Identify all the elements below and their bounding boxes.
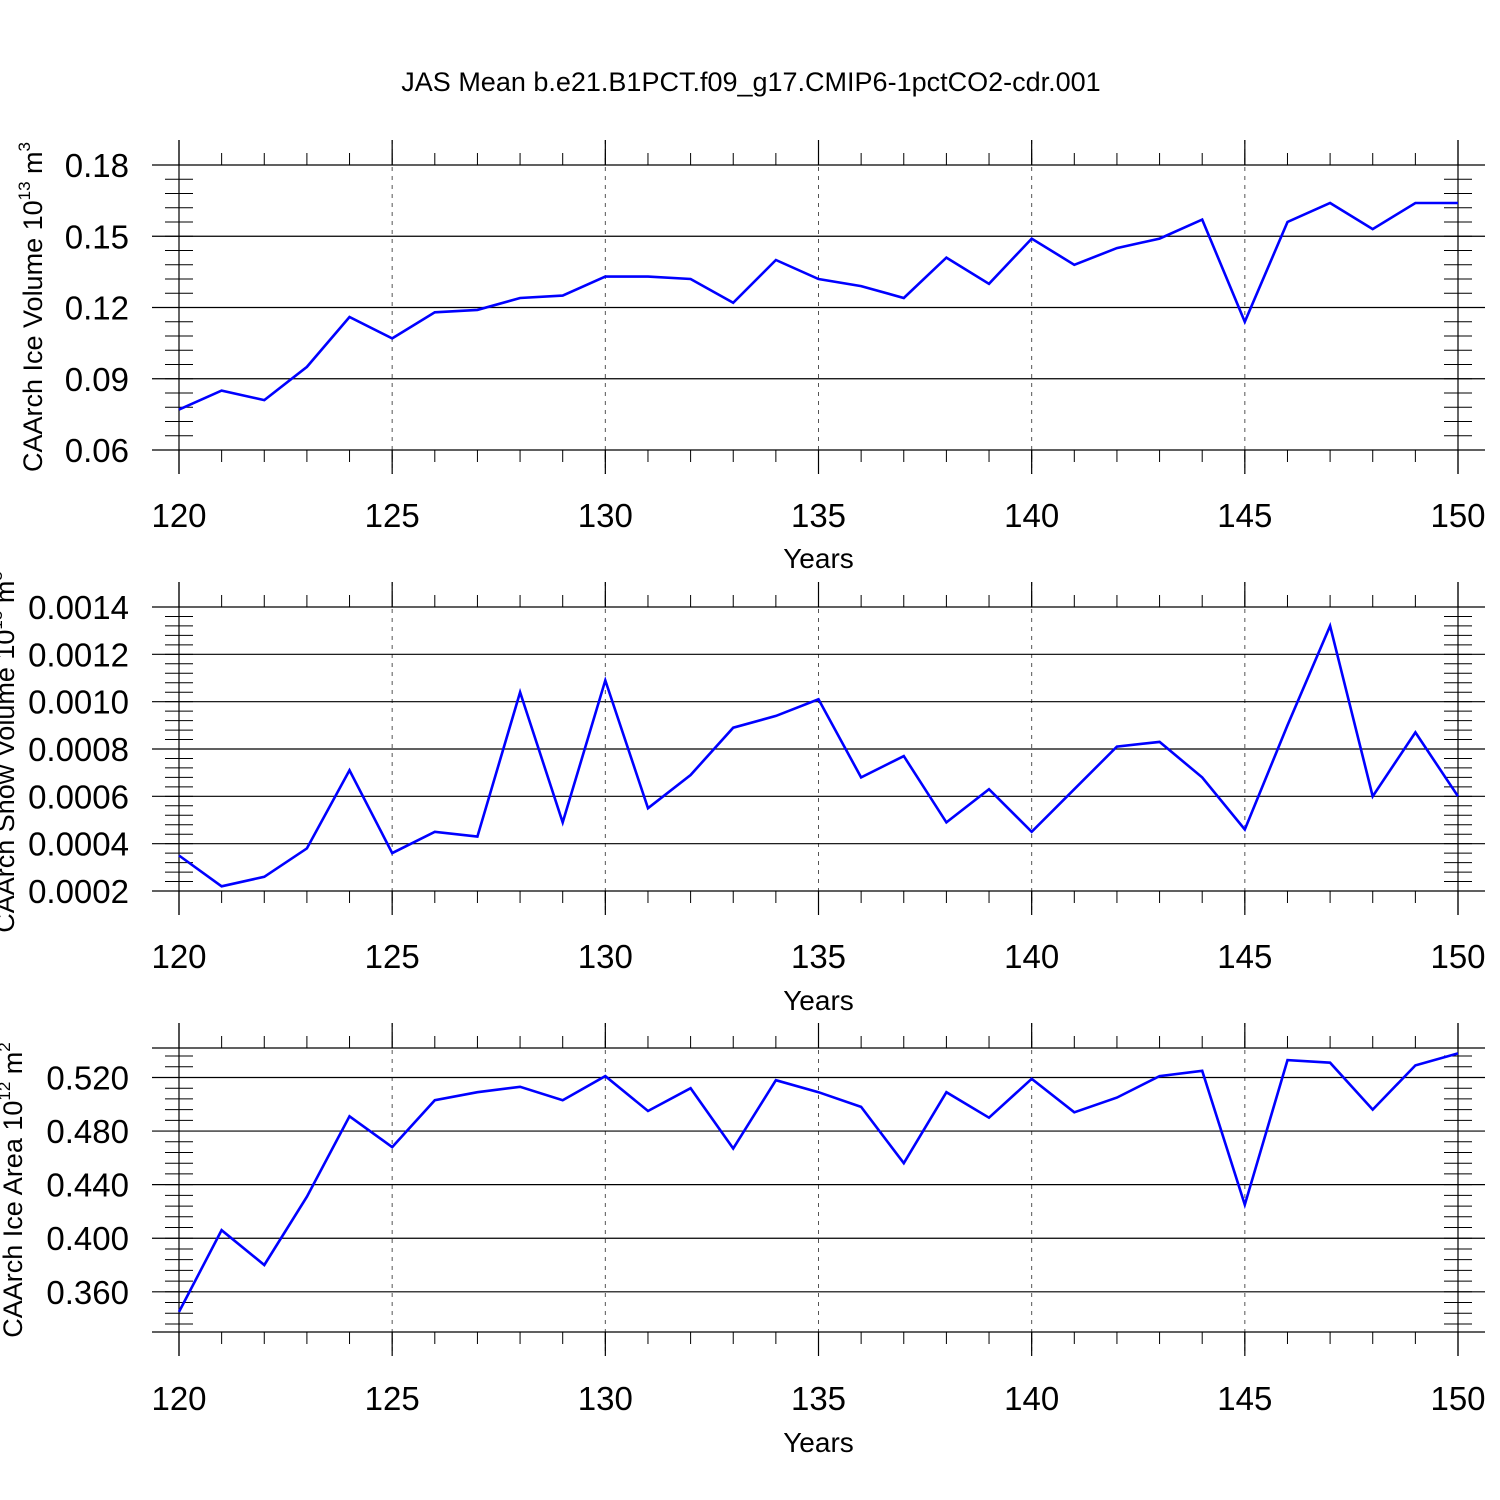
x-tick-label: 140 bbox=[1004, 497, 1059, 534]
y-tick-label: 0.480 bbox=[46, 1113, 129, 1150]
y-axis-label-text: m bbox=[0, 581, 20, 611]
x-axis-label: Years bbox=[783, 543, 854, 574]
y-tick-label: 0.400 bbox=[46, 1220, 129, 1257]
x-axis-label: Years bbox=[783, 985, 854, 1016]
panel-1: 0.06 0.09 0.12 0.15 0.18 120 125 130 135 140 145 15… bbox=[15, 140, 1486, 574]
y-axis-label-superscript: 13 bbox=[0, 611, 6, 630]
y-axis-label-superscript: 3 bbox=[0, 571, 6, 580]
x-tick-label: 135 bbox=[791, 938, 846, 975]
y-axis-label-superscript: 13 bbox=[15, 181, 34, 200]
y-axis-label: CAArch Ice Area 1012 m2 bbox=[0, 1042, 28, 1338]
x-tick-label: 135 bbox=[791, 1380, 846, 1417]
y-tick-label: 0.0010 bbox=[28, 684, 129, 721]
x-tick-label: 145 bbox=[1217, 938, 1272, 975]
y-tick-label: 0.0008 bbox=[28, 731, 129, 768]
y-tick-label: 0.12 bbox=[65, 290, 129, 327]
panel-2: 0.0002 0.0004 0.0006 0.0008 0.0010 0.0012 0.00… bbox=[0, 571, 1486, 1016]
y-axis-label-text: m bbox=[0, 1052, 28, 1082]
chart-title: JAS Mean b.e21.B1PCT.f09_g17.CMIP6-1pctC… bbox=[401, 67, 1100, 97]
y-axis-label-text: m bbox=[18, 151, 48, 181]
y-tick-label: 0.0006 bbox=[28, 778, 129, 815]
x-tick-label: 120 bbox=[151, 1380, 206, 1417]
x-axis-label: Years bbox=[783, 1427, 854, 1458]
y-axis-label-text: CAArch Ice Volume 10 bbox=[18, 200, 48, 472]
y-tick-label: 0.0012 bbox=[28, 636, 129, 673]
y-tick-label: 0.18 bbox=[65, 147, 129, 184]
series-line bbox=[178, 621, 1460, 888]
y-axis-label-superscript: 12 bbox=[0, 1082, 14, 1101]
x-tick-label: 145 bbox=[1217, 497, 1272, 534]
y-tick-label: 0.0004 bbox=[28, 826, 129, 863]
y-axis-label-superscript: 2 bbox=[0, 1042, 14, 1051]
x-tick-label: 125 bbox=[365, 1380, 420, 1417]
x-tick-label: 125 bbox=[365, 497, 420, 534]
y-tick-label: 0.440 bbox=[46, 1167, 129, 1204]
panel-3: 0.360 0.400 0.440 0.480 0.520 120 125 130 135 140… bbox=[0, 1023, 1486, 1458]
y-axis-label: CAArch Ice Volume 1013 m3 bbox=[15, 142, 48, 472]
y-tick-label: 0.360 bbox=[46, 1274, 129, 1311]
y-tick-label: 0.09 bbox=[65, 361, 129, 398]
x-tick-label: 120 bbox=[151, 938, 206, 975]
x-tick-label: 150 bbox=[1430, 1380, 1485, 1417]
y-tick-label: 0.0002 bbox=[28, 873, 129, 910]
x-tick-label: 145 bbox=[1217, 1380, 1272, 1417]
x-tick-label: 125 bbox=[365, 938, 420, 975]
series-line bbox=[177, 1052, 1459, 1313]
series-line bbox=[178, 201, 1458, 411]
x-tick-label: 120 bbox=[151, 497, 206, 534]
y-tick-label: 0.0014 bbox=[28, 589, 129, 626]
x-tick-label: 135 bbox=[791, 497, 846, 534]
x-tick-label: 130 bbox=[578, 1380, 633, 1417]
y-tick-label: 0.15 bbox=[65, 218, 129, 255]
x-tick-label: 150 bbox=[1430, 497, 1485, 534]
y-tick-label: 0.520 bbox=[46, 1059, 129, 1096]
x-tick-label: 140 bbox=[1004, 1380, 1059, 1417]
x-tick-label: 130 bbox=[578, 497, 633, 534]
y-axis-label-text: CAArch Ice Area 10 bbox=[0, 1101, 28, 1338]
x-tick-label: 140 bbox=[1004, 938, 1059, 975]
y-tick-label: 0.06 bbox=[65, 432, 129, 469]
y-axis-label: CAArch Snow Volume 1013 m3 bbox=[0, 571, 20, 933]
y-axis-label-superscript: 3 bbox=[15, 142, 34, 151]
y-axis-label-text: CAArch Snow Volume 10 bbox=[0, 630, 20, 933]
x-tick-label: 150 bbox=[1430, 938, 1485, 975]
x-tick-label: 130 bbox=[578, 938, 633, 975]
